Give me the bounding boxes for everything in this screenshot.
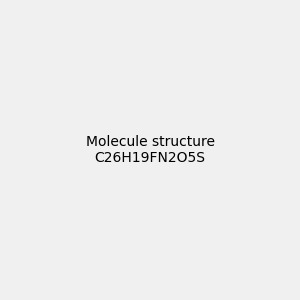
Text: Molecule structure
C26H19FN2O5S: Molecule structure C26H19FN2O5S: [85, 135, 214, 165]
